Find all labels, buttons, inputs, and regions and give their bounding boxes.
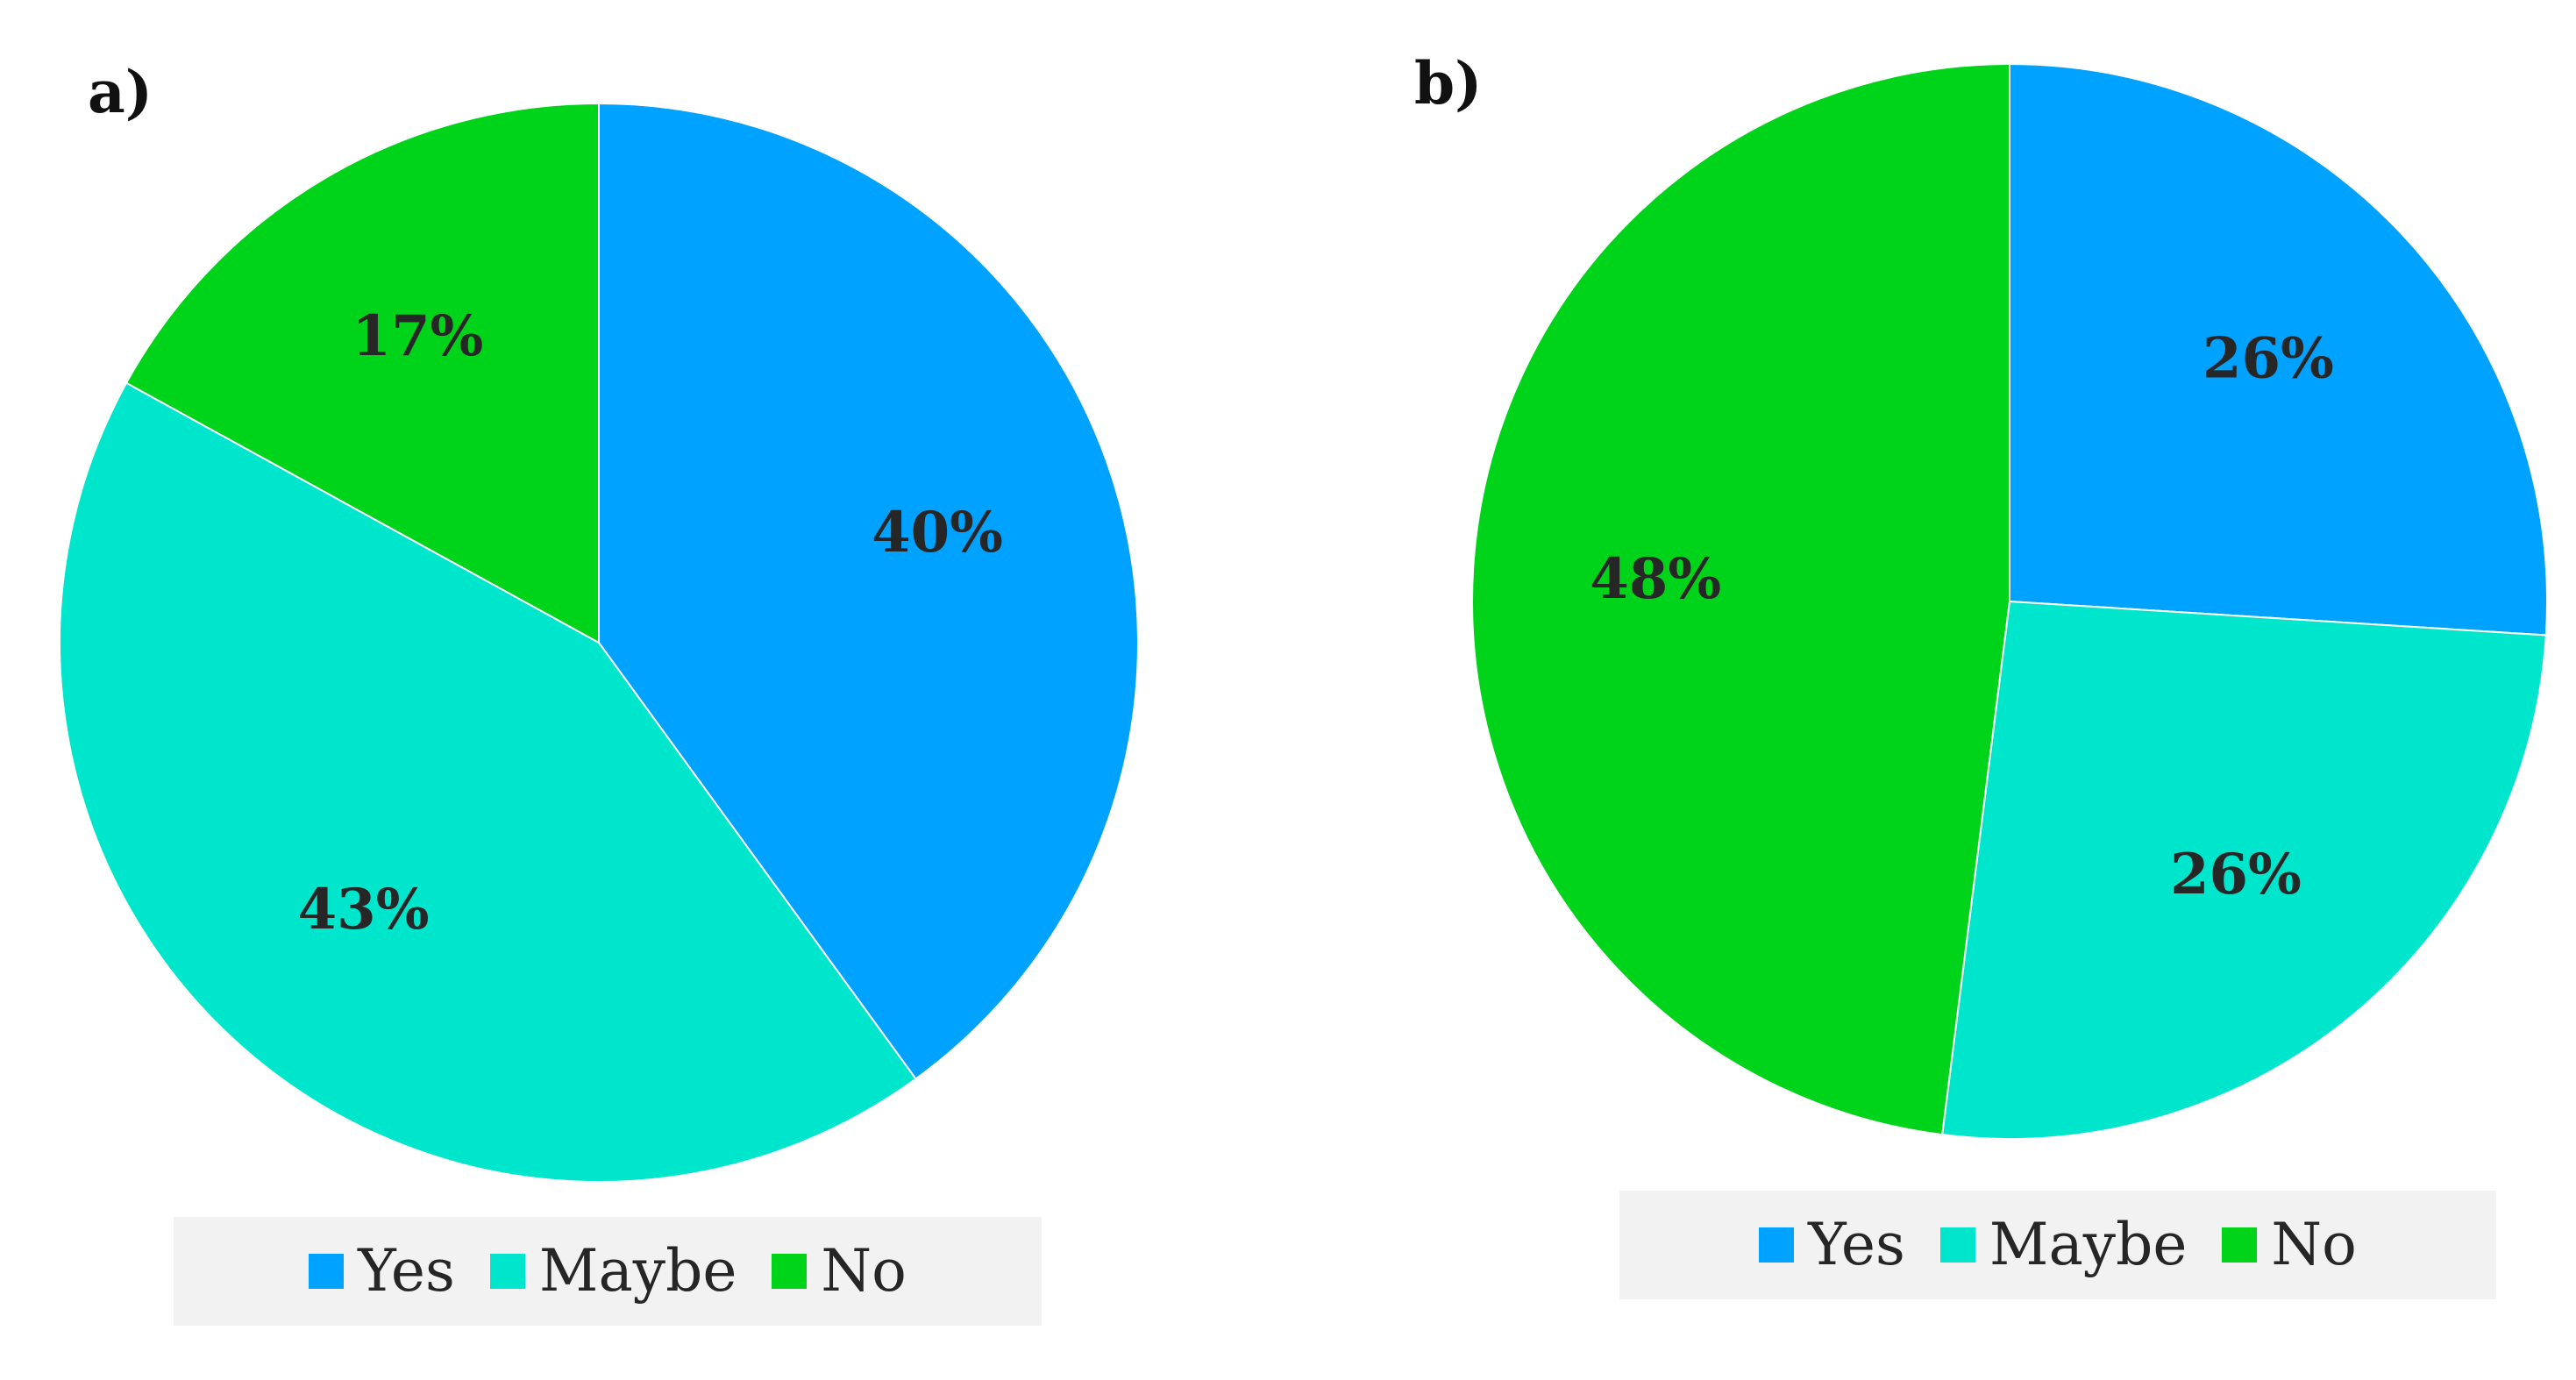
panel-label: a): [88, 58, 153, 126]
pie-chart-b: 26% 26% 48%: [1470, 62, 2548, 1140]
data-label-maybe: 43%: [298, 877, 430, 943]
legend-item-maybe: Maybe: [1939, 1211, 2188, 1278]
pie-slice-yes: [598, 102, 1140, 1080]
legend-swatch-yes: [1759, 1227, 1795, 1263]
pie-slice-yes: [2009, 62, 2548, 637]
legend-label-yes: Yes: [358, 1237, 455, 1305]
pie-slice-no: [1470, 62, 2010, 1136]
legend-item-no: No: [2222, 1216, 2357, 1274]
legend-item-yes: Yes: [309, 1242, 455, 1300]
legend-label-yes: Yes: [1808, 1211, 1905, 1278]
legend-item-no: No: [772, 1242, 907, 1300]
pie-chart-panel-a: a) 40% 43% 17% Yes Maybe No: [58, 58, 1140, 1326]
legend: Yes Maybe No: [174, 1217, 1042, 1326]
legend-swatch-yes: [309, 1254, 345, 1289]
data-label-no: 48%: [1590, 546, 1721, 612]
data-label-no: 17%: [352, 303, 483, 369]
pie-chart-a: 40% 43% 17%: [58, 102, 1140, 1184]
legend: Yes Maybe No: [1619, 1191, 2496, 1299]
data-label-yes: 40%: [872, 500, 1003, 566]
data-label-maybe: 26%: [2170, 842, 2302, 907]
legend-label-no: No: [821, 1237, 907, 1305]
legend-label-no: No: [2271, 1211, 2357, 1278]
pie-slice-maybe: [1941, 600, 2547, 1140]
pie-slice-maybe: [58, 381, 917, 1184]
panel-label: b): [1414, 49, 1483, 117]
legend-item-yes: Yes: [1759, 1216, 1905, 1274]
legend-item-maybe: Maybe: [489, 1237, 737, 1305]
legend-swatch-maybe: [1939, 1227, 1975, 1263]
legend-label-maybe: Maybe: [1989, 1211, 2188, 1278]
legend-swatch-no: [772, 1254, 808, 1289]
pie-slice-no: [125, 102, 600, 644]
legend-swatch-no: [2222, 1227, 2258, 1263]
pie-chart-panel-b: b) 26% 26% 48% Yes Maybe No: [1288, 0, 2576, 1380]
legend-swatch-maybe: [489, 1254, 525, 1289]
data-label-yes: 26%: [2202, 326, 2334, 392]
legend-label-maybe: Maybe: [538, 1237, 737, 1305]
